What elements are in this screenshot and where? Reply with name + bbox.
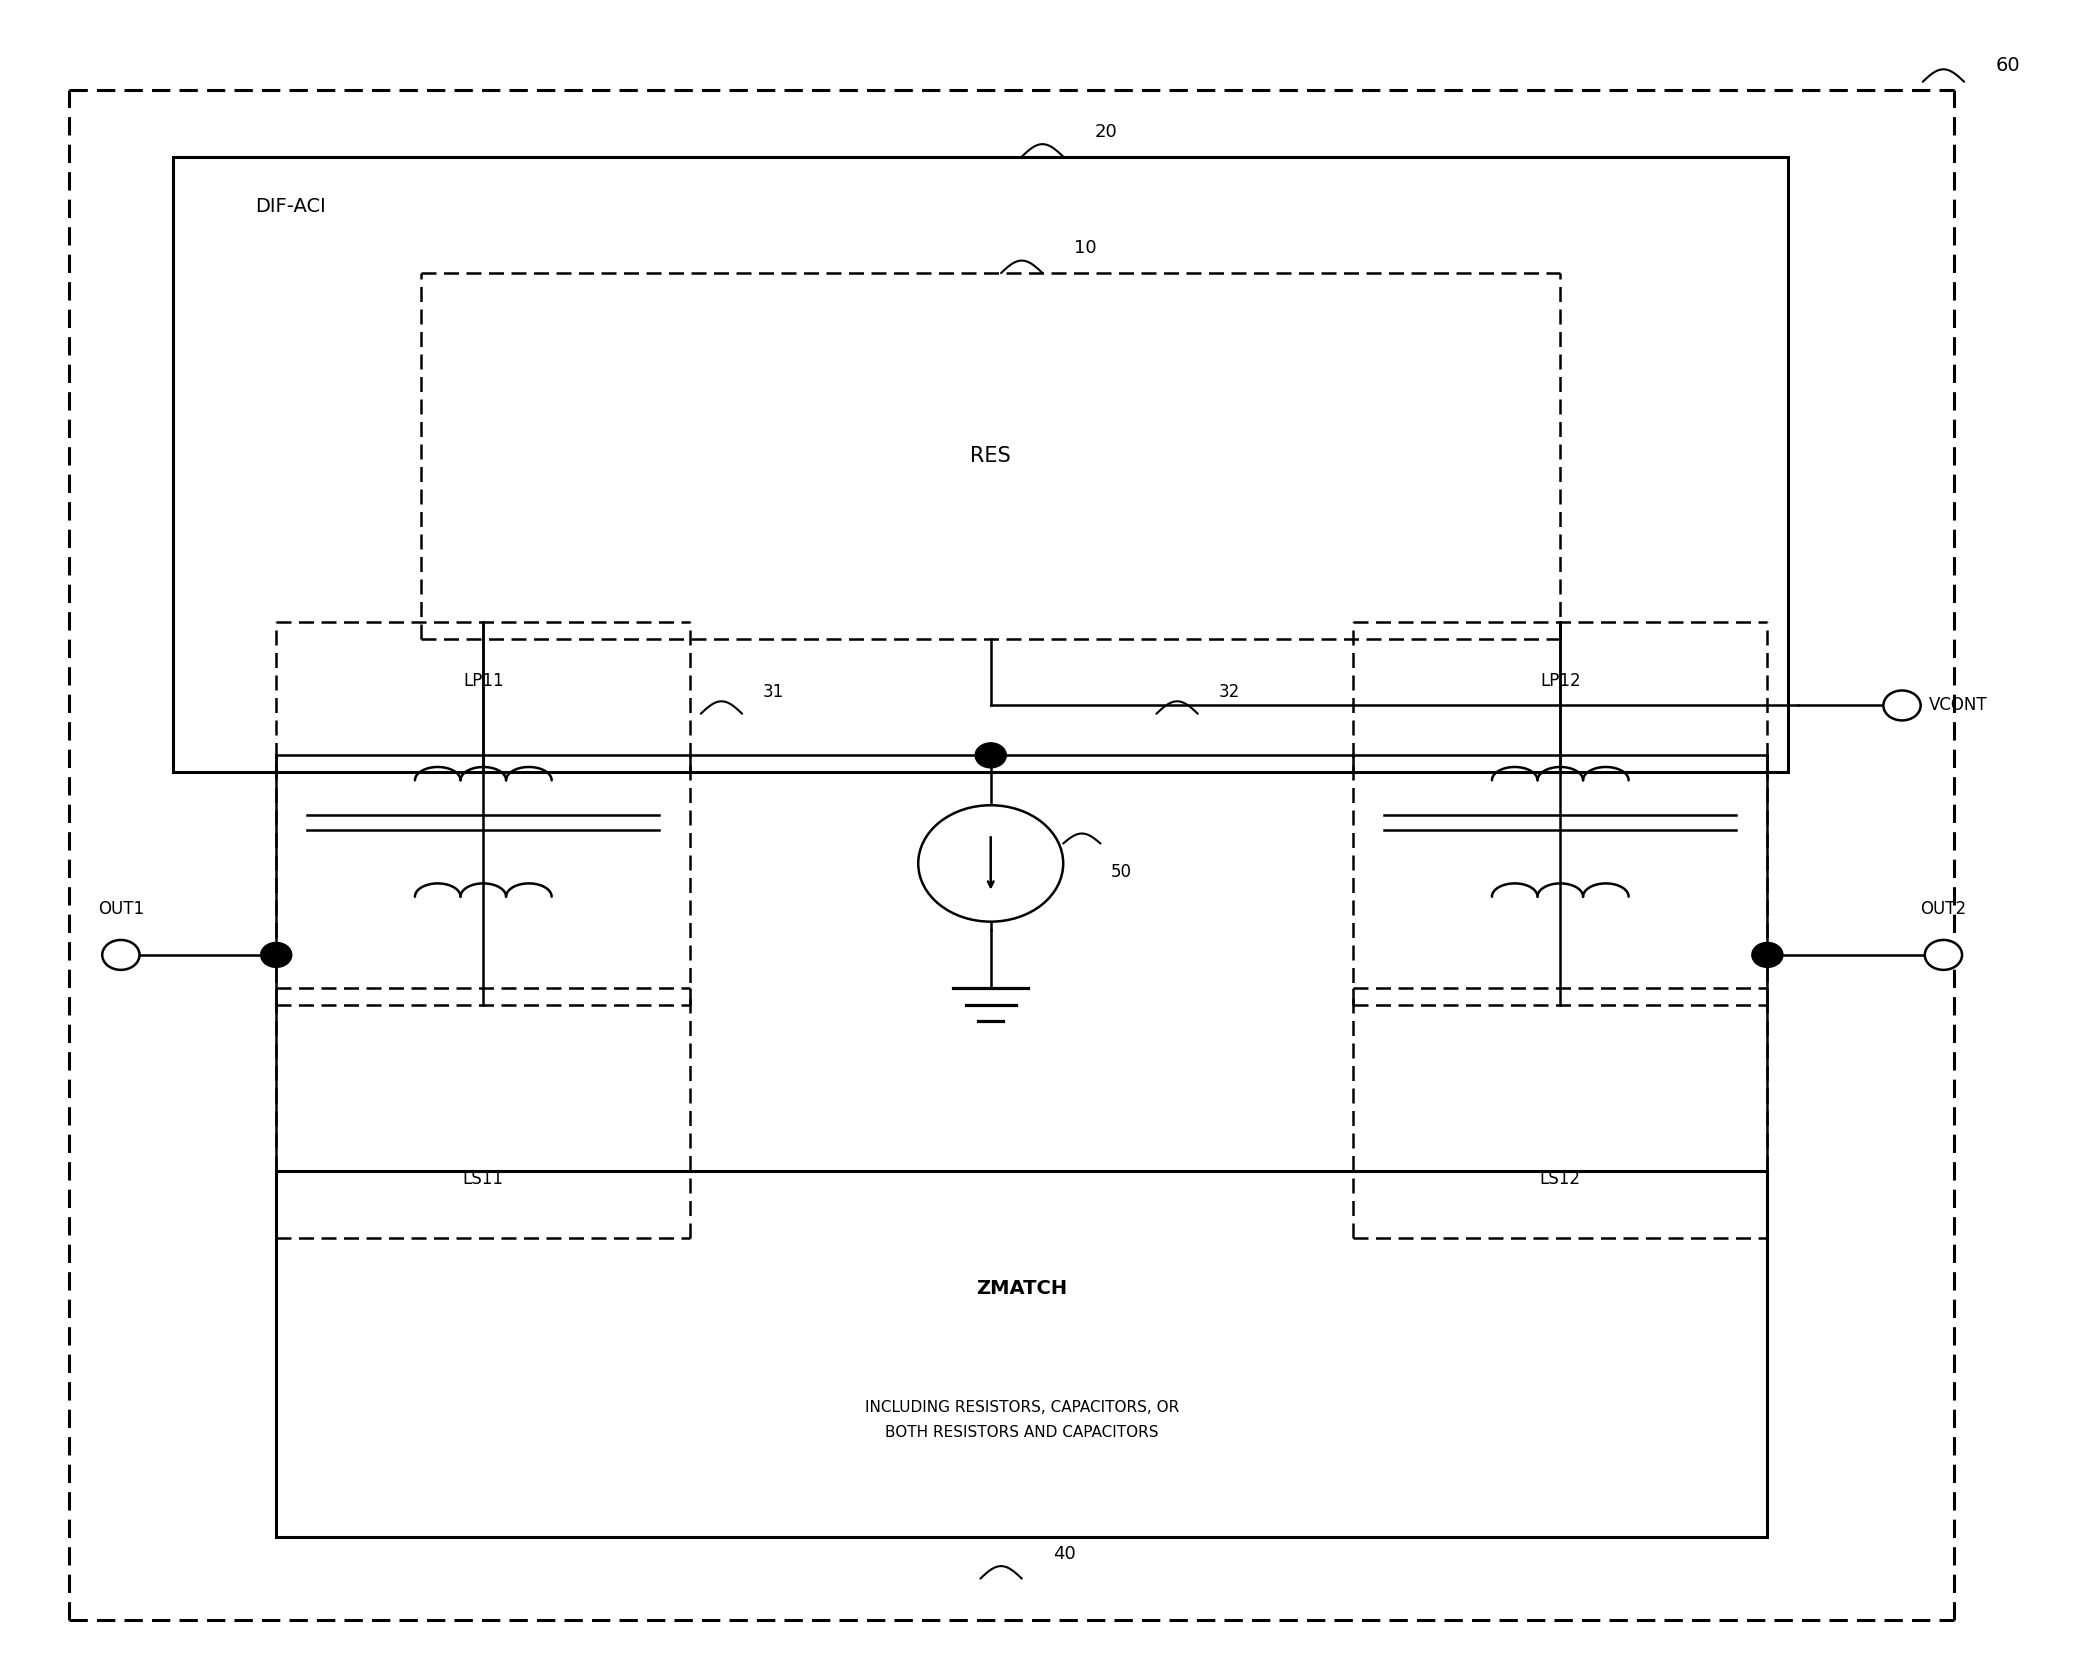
Text: 50: 50 xyxy=(1111,862,1132,880)
Bar xyxy=(275,1171,1768,1538)
Bar xyxy=(173,156,1789,771)
Text: 60: 60 xyxy=(1995,55,2020,75)
Text: VCONT: VCONT xyxy=(1929,696,1987,714)
Text: LS11: LS11 xyxy=(463,1171,505,1189)
Text: LS12: LS12 xyxy=(1541,1171,1580,1189)
Text: ZMATCH: ZMATCH xyxy=(976,1278,1068,1298)
Text: OUT2: OUT2 xyxy=(1920,901,1966,919)
Text: 10: 10 xyxy=(1074,240,1097,257)
Text: 32: 32 xyxy=(1218,683,1241,701)
Text: RES: RES xyxy=(970,446,1011,466)
Text: OUT1: OUT1 xyxy=(98,901,144,919)
Text: LP12: LP12 xyxy=(1541,671,1580,689)
Circle shape xyxy=(1883,691,1920,721)
Text: 31: 31 xyxy=(763,683,784,701)
Text: LP11: LP11 xyxy=(463,671,505,689)
Circle shape xyxy=(261,942,292,968)
Text: INCLUDING RESISTORS, CAPACITORS, OR
BOTH RESISTORS AND CAPACITORS: INCLUDING RESISTORS, CAPACITORS, OR BOTH… xyxy=(865,1400,1178,1441)
Circle shape xyxy=(917,805,1063,922)
Circle shape xyxy=(1751,942,1783,968)
Text: 40: 40 xyxy=(1053,1545,1076,1563)
Circle shape xyxy=(1924,939,1962,969)
Text: 20: 20 xyxy=(1095,122,1118,141)
Circle shape xyxy=(976,743,1007,768)
Circle shape xyxy=(102,939,140,969)
Text: DIF-ACI: DIF-ACI xyxy=(256,196,325,216)
